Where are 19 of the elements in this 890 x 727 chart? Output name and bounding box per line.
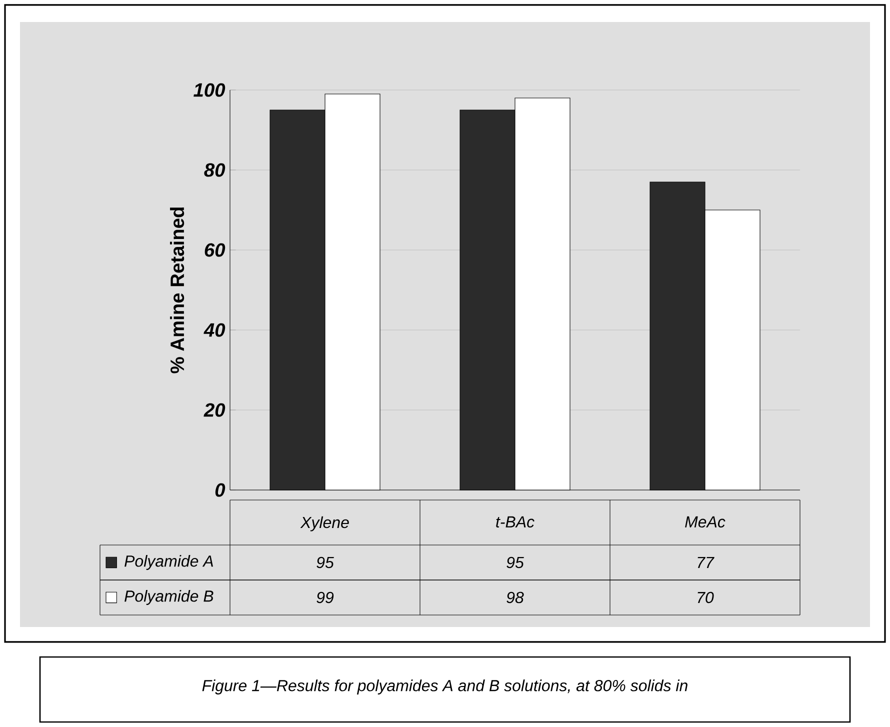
data-label: 70: [698, 592, 714, 604]
caption: Figure 1—Results for polyamides A and B solutions, at 80% solids in: [202, 680, 688, 694]
x-tick-label: Xylene: [300, 516, 349, 532]
data-label: 98: [506, 592, 524, 604]
y-tick-label: 100: [194, 83, 226, 97]
x-tick-label: MeAc: [685, 516, 726, 528]
data-label: 77: [698, 556, 714, 568]
y-tick-label: 0: [215, 483, 226, 497]
y-axis-title: % Amine Retained: [170, 208, 184, 374]
data-label: 99: [316, 592, 334, 604]
data-label: 95: [316, 556, 334, 568]
y-tick-label: 80: [204, 163, 226, 177]
y-tick-label: 20: [204, 403, 226, 417]
x-tick-label: t-BAc: [496, 516, 534, 528]
legend-label: Polyamide A: [124, 555, 213, 570]
y-tick-label: 60: [204, 243, 226, 257]
y-tick-label: 40: [204, 323, 226, 337]
data-label: 95: [506, 556, 524, 568]
legend-label: Polyamide B: [124, 590, 214, 605]
